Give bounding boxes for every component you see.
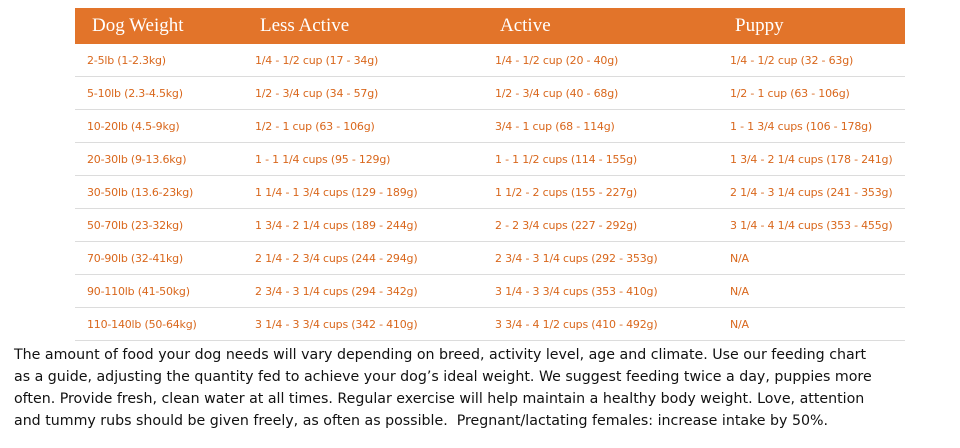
table-cell: 1 1/4 - 1 3/4 cups (129 - 189g): [255, 175, 495, 209]
table-header: Dog Weight Less Active Active Puppy: [75, 8, 905, 44]
table-cell: 5-10lb (2.3-4.5kg): [75, 76, 255, 110]
table-cell: 110-140lb (50-64kg): [75, 307, 255, 341]
table-row: 10-20lb (4.5-9kg) 1/2 - 1 cup (63 - 106g)…: [75, 109, 905, 143]
table-cell: 1 - 1 3/4 cups (106 - 178g): [730, 109, 905, 143]
table-cell: 1 3/4 - 2 1/4 cups (189 - 244g): [255, 208, 495, 242]
table-cell: 1/2 - 1 cup (63 - 106g): [255, 109, 495, 143]
note-line: as a guide, adjusting the quantity fed t…: [14, 369, 872, 385]
table-cell: 1/4 - 1/2 cup (32 - 63g): [730, 44, 905, 77]
table-cell: 20-30lb (9-13.6kg): [75, 142, 255, 176]
table-row: 50-70lb (23-32kg) 1 3/4 - 2 1/4 cups (189…: [75, 208, 905, 242]
table-cell: 2 1/4 - 2 3/4 cups (244 - 294g): [255, 241, 495, 275]
table-row: 2-5lb (1-2.3kg) 1/4 - 1/2 cup (17 - 34g) 1…: [75, 44, 905, 77]
table-cell: 3 3/4 - 4 1/2 cups (410 - 492g): [495, 307, 730, 341]
table-cell: 1 3/4 - 2 1/4 cups (178 - 241g): [730, 142, 905, 176]
table-cell: 50-70lb (23-32kg): [75, 208, 255, 242]
table-cell: 2 3/4 - 3 1/4 cups (292 - 353g): [495, 241, 730, 275]
table-cell: N/A: [730, 241, 905, 275]
note-line: The amount of food your dog needs will v…: [14, 347, 867, 363]
table-cell: 3 1/4 - 3 3/4 cups (342 - 410g): [255, 307, 495, 341]
table-row: 20-30lb (9-13.6kg) 1 - 1 1/4 cups (95 - 1…: [75, 142, 905, 176]
table-cell: 1/4 - 1/2 cup (20 - 40g): [495, 44, 730, 77]
table-row: 30-50lb (13.6-23kg) 1 1/4 - 1 3/4 cups (1…: [75, 175, 905, 209]
table-cell: 70-90lb (32-41kg): [75, 241, 255, 275]
feeding-table: Dog Weight Less Active Active Puppy 2-5lb (…: [75, 8, 905, 341]
header-cell: Active: [495, 8, 730, 44]
table-row: 70-90lb (32-41kg) 2 1/4 - 2 3/4 cups (244…: [75, 241, 905, 275]
table-cell: 1/2 - 3/4 cup (34 - 57g): [255, 76, 495, 110]
table-cell: 1/2 - 3/4 cup (40 - 68g): [495, 76, 730, 110]
table-cell: N/A: [730, 307, 905, 341]
table-body: 2-5lb (1-2.3kg) 1/4 - 1/2 cup (17 - 34g) 1…: [75, 44, 905, 341]
table-cell: 30-50lb (13.6-23kg): [75, 175, 255, 209]
table-cell: N/A: [730, 274, 905, 308]
note-line: often. Provide fresh, clean water at all…: [14, 391, 865, 407]
table-cell: 1/4 - 1/2 cup (17 - 34g): [255, 44, 495, 77]
table-cell: 2 - 2 3/4 cups (227 - 292g): [495, 208, 730, 242]
table-cell: 1 1/2 - 2 cups (155 - 227g): [495, 175, 730, 209]
header-row: Dog Weight Less Active Active Puppy: [75, 8, 905, 44]
table-row: 90-110lb (41-50kg) 2 3/4 - 3 1/4 cups (29…: [75, 274, 905, 308]
header-cell: Less Active: [255, 8, 495, 44]
feeding-note: The amount of food your dog needs will v…: [14, 344, 954, 432]
table-cell: 2 3/4 - 3 1/4 cups (294 - 342g): [255, 274, 495, 308]
table-cell: 3/4 - 1 cup (68 - 114g): [495, 109, 730, 143]
table-cell: 1 - 1 1/2 cups (114 - 155g): [495, 142, 730, 176]
header-cell: Dog Weight: [75, 8, 255, 44]
header-cell: Puppy: [730, 8, 905, 44]
note-line: and tummy rubs should be given freely, a…: [14, 413, 828, 429]
table-cell: 3 1/4 - 4 1/4 cups (353 - 455g): [730, 208, 905, 242]
table-cell: 90-110lb (41-50kg): [75, 274, 255, 308]
table-cell: 2 1/4 - 3 1/4 cups (241 - 353g): [730, 175, 905, 209]
table-cell: 1/2 - 1 cup (63 - 106g): [730, 76, 905, 110]
table-row: 5-10lb (2.3-4.5kg) 1/2 - 3/4 cup (34 - 57…: [75, 76, 905, 110]
table-cell: 2-5lb (1-2.3kg): [75, 44, 255, 77]
table-cell: 3 1/4 - 3 3/4 cups (353 - 410g): [495, 274, 730, 308]
table-cell: 10-20lb (4.5-9kg): [75, 109, 255, 143]
table-row: 110-140lb (50-64kg) 3 1/4 - 3 3/4 cups (3…: [75, 307, 905, 341]
table-cell: 1 - 1 1/4 cups (95 - 129g): [255, 142, 495, 176]
